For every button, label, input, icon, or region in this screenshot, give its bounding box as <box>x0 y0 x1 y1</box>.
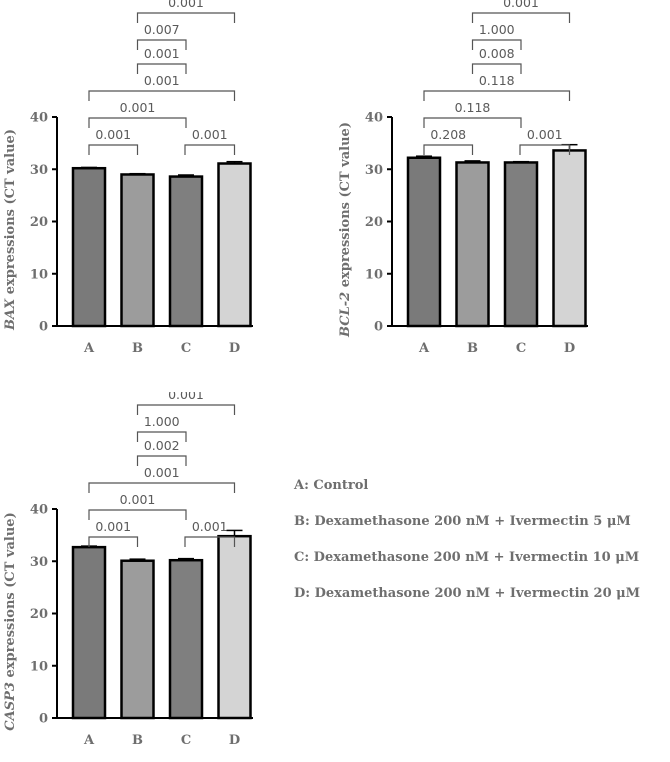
bar-c <box>168 558 204 720</box>
significance-bracket <box>88 536 139 547</box>
x-tick-label: C <box>181 733 191 748</box>
p-value-label: 0.001 <box>192 519 228 534</box>
p-value-label: 0.001 <box>120 492 156 507</box>
legend-item-c: C: Dexamethasone 200 nM + Ivermectin 10 … <box>294 550 640 565</box>
p-value-label: 0.001 <box>144 46 180 61</box>
y-axis-label-gene: CASP3 <box>3 682 18 731</box>
significance-bracket <box>471 39 522 50</box>
y-tick-label: 30 <box>365 163 383 178</box>
x-tick-label: A <box>83 733 95 748</box>
significance-bracket <box>423 117 522 128</box>
p-value-label: 0.208 <box>430 127 466 142</box>
p-value-label: 0.001 <box>95 519 131 534</box>
legend-item-a: A: Control <box>294 478 369 493</box>
y-tick-label: 10 <box>30 659 48 674</box>
significance-bracket <box>471 12 571 23</box>
significance-bracket <box>184 144 236 155</box>
y-tick-label: 20 <box>365 215 383 230</box>
x-tick-label: B <box>132 733 143 748</box>
x-tick-label: A <box>83 341 95 356</box>
y-tick-label: 20 <box>30 215 48 230</box>
legend-item-b: B: Dexamethasone 200 nM + Ivermectin 5 μ… <box>294 514 631 529</box>
p-value-label: 1.000 <box>144 414 180 429</box>
y-tick-label: 40 <box>30 111 48 126</box>
y-tick-label: 30 <box>30 163 48 178</box>
x-tick-label: D <box>229 733 240 748</box>
y-axis-label-text: expressions (CT value) <box>338 122 353 292</box>
significance-bracket <box>136 431 187 442</box>
y-tick-label: 10 <box>30 267 48 282</box>
bar-d <box>217 162 252 328</box>
casp3-chart: 0 10 20 30 40 CASP3 expressions (CT value) A B C… <box>3 392 253 748</box>
x-tick-label: C <box>516 341 526 356</box>
p-value-label: 0.001 <box>192 127 228 142</box>
y-axis-label: CASP3 expressions (CT value) <box>3 512 18 730</box>
significance-bracket <box>88 144 139 155</box>
bar-c <box>168 175 204 328</box>
significance-bracket <box>136 404 236 415</box>
bar-a <box>406 156 442 328</box>
bar-a <box>71 166 107 328</box>
p-value-label: 1.000 <box>479 22 515 37</box>
significance-bracket <box>136 63 187 74</box>
y-tick-label: 0 <box>374 320 383 335</box>
x-tick-label: B <box>132 341 143 356</box>
significance-bracket <box>423 144 474 155</box>
significance-bracket <box>88 90 236 101</box>
p-value-label: 0.001 <box>503 0 539 10</box>
significance-bracket <box>423 90 571 101</box>
significance-bracket <box>136 12 236 23</box>
significance-bracket <box>471 63 522 74</box>
p-value-label: 0.001 <box>95 127 131 142</box>
y-axis-label-gene: BAX <box>3 298 18 331</box>
significance-bracket <box>519 144 571 155</box>
bar-d <box>552 149 587 328</box>
p-value-label: 0.001 <box>120 100 156 115</box>
p-value-label: 0.001 <box>168 392 204 402</box>
y-tick-label: 30 <box>30 555 48 570</box>
x-tick-label: A <box>418 341 430 356</box>
y-axis-label-text: expressions (CT value) <box>3 129 18 299</box>
bar-c <box>503 161 539 328</box>
bar-b <box>455 161 490 328</box>
bax-chart: 0 10 20 30 40 BAX expressions (CT value) A B C D 0… <box>3 0 253 356</box>
x-tick-label: C <box>181 341 191 356</box>
y-tick-label: 20 <box>30 607 48 622</box>
p-value-label: 0.001 <box>527 127 563 142</box>
p-value-label: 0.118 <box>455 100 491 115</box>
y-tick-label: 0 <box>39 712 48 727</box>
y-tick-label: 40 <box>30 503 48 518</box>
p-value-label: 0.008 <box>479 46 515 61</box>
significance-bracket <box>136 455 187 466</box>
y-axis-label: BAX expressions (CT value) <box>3 129 18 331</box>
legend-item-d: D: Dexamethasone 200 nM + Ivermectin 20 … <box>294 586 641 601</box>
bar-b <box>120 559 155 720</box>
p-value-label: 0.001 <box>144 465 180 480</box>
p-value-label: 0.002 <box>144 438 180 453</box>
y-tick-label: 10 <box>365 267 383 282</box>
significance-bracket <box>136 39 187 50</box>
bar-a <box>71 545 107 720</box>
x-tick-label: D <box>564 341 575 356</box>
significance-bracket <box>184 536 236 547</box>
bar-d <box>217 534 252 720</box>
y-tick-label: 40 <box>365 111 383 126</box>
p-value-label: 0.001 <box>144 73 180 88</box>
bar-b <box>120 173 155 328</box>
p-value-label: 0.118 <box>479 73 515 88</box>
y-axis-label: BCL-2 expressions (CT value) <box>338 122 353 338</box>
y-axis-label-text: expressions (CT value) <box>3 512 18 682</box>
significance-bracket <box>88 482 236 493</box>
x-tick-label: B <box>467 341 478 356</box>
significance-bracket <box>88 117 187 128</box>
x-tick-label: D <box>229 341 240 356</box>
p-value-label: 0.001 <box>168 0 204 10</box>
p-value-label: 0.007 <box>144 22 180 37</box>
significance-bracket <box>88 509 187 520</box>
y-tick-label: 0 <box>39 320 48 335</box>
y-axis-label-gene: BCL-2 <box>338 292 353 338</box>
